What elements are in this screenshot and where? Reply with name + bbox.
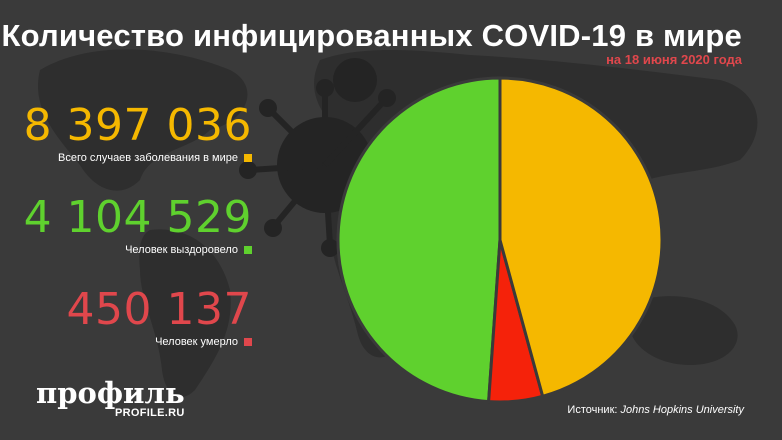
stat-deaths: 450 137 Человек умерло	[67, 288, 252, 348]
stat-total-label: Всего случаев заболевания в мире	[58, 152, 238, 164]
stat-deaths-value: 450 137	[66, 284, 252, 335]
legend-swatch-recovered	[244, 246, 252, 254]
stat-total-value: 8 397 036	[23, 100, 252, 151]
pie-slice-recovered	[336, 76, 502, 404]
profile-logo: профиль PROFILE.RU	[36, 378, 185, 419]
pie-slice-active	[498, 76, 664, 399]
stat-total-cases: 8 397 036 Всего случаев заболевания в ми…	[24, 104, 252, 164]
stat-recovered: 4 104 529 Человек выздоровело	[24, 196, 252, 256]
stat-recovered-label: Человек выздоровело	[125, 244, 238, 256]
pie-chart	[336, 76, 664, 404]
page-title: Количество инфицированных COVID-19 в мир…	[1, 18, 742, 53]
source-note: Источник: Johns Hopkins University	[567, 404, 744, 416]
legend-swatch-total	[244, 154, 252, 162]
virus-icon	[239, 58, 396, 257]
stat-deaths-label: Человек умерло	[155, 336, 238, 348]
source-name: Johns Hopkins University	[620, 404, 745, 416]
date-subtitle: на 18 июня 2020 года	[606, 52, 742, 67]
legend-swatch-deaths	[244, 338, 252, 346]
logo-main-text: профиль	[36, 376, 185, 410]
stat-recovered-value: 4 104 529	[23, 192, 252, 243]
logo-url: PROFILE.RU	[115, 407, 185, 419]
source-prefix: Источник:	[567, 404, 618, 416]
